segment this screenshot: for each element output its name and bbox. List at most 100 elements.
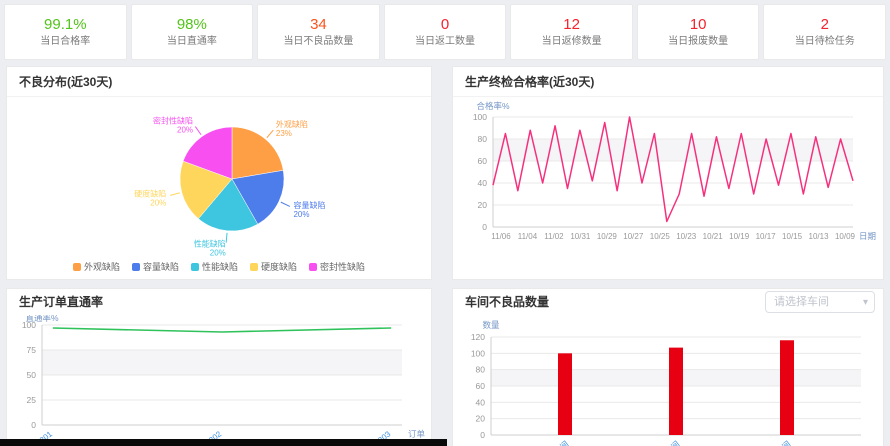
kpi-card-defect-count: 34 当日不良品数量 [257,4,380,60]
panel-title-order-pass-rate: 生产订单直通率 [19,295,104,309]
legend-label: 容量缺陷 [142,262,179,272]
svg-text:11/04: 11/04 [518,232,538,241]
kpi-value: 98% [176,16,207,33]
svg-text:10/21: 10/21 [703,232,724,241]
kpi-label: 当日报废数量 [668,36,729,47]
svg-text:订单: 订单 [408,429,426,439]
legend-swatch [72,263,81,271]
svg-text:50: 50 [27,370,37,380]
kpi-card-pending-inspection: 2 当日待检任务 [763,4,887,60]
svg-text:60: 60 [476,381,486,391]
svg-text:0: 0 [31,420,36,430]
kpi-value: 0 [440,16,450,33]
kpi-label: 当日待检任务 [794,36,855,47]
panel-defect-distribution: 不良分布(近30天) 外观缺陷 23% 容量缺陷 20% 性能缺陷 20% 硬度缺陷 20% 密… [6,66,432,280]
svg-text:20: 20 [478,200,488,210]
panel-title-final-inspection: 生产终检合格率(近30天) [453,67,883,97]
workshop-select[interactable]: 请选择车间 ▾ [765,291,875,313]
legend-swatch [190,263,199,271]
kpi-value: 34 [310,16,327,33]
kpi-card-rework-count: 0 当日返工数量 [383,4,507,60]
workshop-bar-chart: 0 20 40 60 80 100 120 一号车间 二号车间 三号车间 数量 [471,320,861,446]
svg-text:10/13: 10/13 [809,232,830,241]
panel-final-inspection-pass-rate: 生产终检合格率(近30天) 0 20 40 60 80 100 11/06 11/04 11/0… [452,66,884,280]
svg-text:75: 75 [27,345,37,355]
svg-text:10/15: 10/15 [782,232,803,241]
kpi-value: 99.1% [44,16,87,33]
svg-text:100: 100 [22,320,36,330]
kpi-card-repair-count: 12 当日返修数量 [510,4,633,60]
svg-text:直通率%: 直通率% [25,315,59,323]
svg-text:80: 80 [476,365,486,375]
svg-text:数量: 数量 [482,320,500,330]
kpi-value: 2 [820,16,829,33]
svg-text:10/31: 10/31 [570,232,591,241]
bottom-bar [0,439,447,446]
svg-text:100: 100 [471,348,485,358]
defect-pie-chart: 外观缺陷 23% 容量缺陷 20% 性能缺陷 20% 硬度缺陷 20% 密封性缺陷 20% [134,115,325,258]
kpi-label: 当日直通率 [166,36,217,47]
svg-text:11/02: 11/02 [544,232,564,241]
legend-item-3[interactable]: 硬度缺陷 [250,260,297,273]
kpi-value: 10 [689,16,707,33]
workshop-select-placeholder: 请选择车间 [774,296,829,308]
svg-text:0: 0 [480,430,485,440]
workshop-x-label[interactable]: 一号车间 [539,439,570,446]
legend-swatch [131,263,140,271]
svg-text:0: 0 [482,222,487,232]
kpi-card-scrap-count: 10 当日报废数量 [636,4,760,60]
legend-label: 密封性缺陷 [320,262,366,272]
svg-text:合格率%: 合格率% [476,101,510,111]
svg-text:10/25: 10/25 [650,232,671,241]
kpi-row: 99.1% 当日合格率 98% 当日直通率 34 当日不良品数量 0 当日返工数… [4,4,887,60]
svg-text:100: 100 [473,112,487,122]
svg-text:20: 20 [476,414,486,424]
legend-label: 硬度缺陷 [261,262,298,272]
svg-text:日期: 日期 [859,231,876,241]
kpi-card-pass-rate: 99.1% 当日合格率 [4,4,127,60]
svg-text:40: 40 [476,397,486,407]
legend-item-0[interactable]: 外观缺陷 [72,260,120,273]
legend-swatch [309,263,318,271]
svg-text:10/19: 10/19 [729,232,750,241]
panel-workshop-defect-count: 车间不良品数量 请选择车间 ▾ 0 20 40 60 80 100 120 一号车间 二号车间 三… [452,288,884,446]
kpi-value: 12 [563,16,580,33]
svg-text:10/09: 10/09 [835,232,856,241]
pie-legend: 外观缺陷 容量缺陷 性能缺陷 硬度缺陷 密封性缺陷 [7,260,431,273]
panel-title-workshop-defect: 车间不良品数量 [465,295,550,309]
kpi-label: 当日返工数量 [415,36,476,47]
svg-text:80: 80 [478,134,488,144]
order-pass-line-chart: 0255075100202311120120231112022023111203… [14,315,426,446]
workshop-x-label[interactable]: 三号车间 [761,439,792,446]
final-pass-line-chart: 0 20 40 60 80 100 11/06 11/04 11/02 10/31 10/29 10/… [473,101,876,241]
legend-item-4[interactable]: 密封性缺陷 [309,260,365,273]
chevron-down-icon: ▾ [862,297,868,308]
svg-text:10/29: 10/29 [597,232,618,241]
svg-text:10/23: 10/23 [676,232,697,241]
svg-text:11/06: 11/06 [491,232,511,241]
legend-swatch [250,263,258,271]
svg-text:120: 120 [471,332,485,342]
legend-item-1[interactable]: 容量缺陷 [131,260,179,273]
svg-text:10/27: 10/27 [623,232,644,241]
panel-title-defect-distribution: 不良分布(近30天) [7,67,431,97]
svg-text:10/17: 10/17 [756,232,777,241]
svg-text:25: 25 [27,395,37,405]
panel-order-pass-rate: 生产订单直通率 02550751002023111201202311120220… [6,288,432,446]
kpi-card-first-pass-yield: 98% 当日直通率 [130,4,254,60]
kpi-label: 当日合格率 [40,36,91,47]
svg-text:60: 60 [478,156,488,166]
legend-label: 性能缺陷 [201,262,238,272]
workshop-x-label[interactable]: 二号车间 [650,439,681,446]
legend-item-2[interactable]: 性能缺陷 [190,260,238,273]
legend-label: 外观缺陷 [83,262,120,272]
kpi-label: 当日不良品数量 [283,36,354,47]
kpi-label: 当日返修数量 [541,36,602,47]
svg-text:40: 40 [478,178,488,188]
